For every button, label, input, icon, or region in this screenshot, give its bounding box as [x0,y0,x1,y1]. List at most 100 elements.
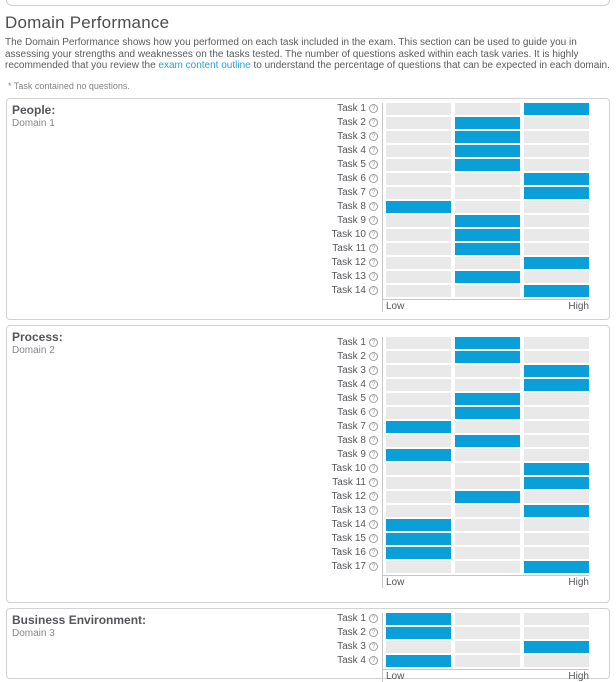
axis-labels: Low High [383,298,589,312]
bar-segment-mid-active [455,116,520,129]
help-icon[interactable]: ? [369,272,378,281]
bar-segment-low [386,336,451,349]
exam-content-outline-link[interactable]: exam content outline [158,60,251,71]
help-icon[interactable]: ? [369,408,378,417]
task-label-row: Task 10? [328,463,382,475]
task-label-row: Task 11? [328,243,382,255]
task-label: Task 4 [337,144,366,156]
bar-segment-low-active [386,546,451,559]
bar-segment-high [524,130,589,143]
task-label: Task 14 [331,284,366,296]
help-icon[interactable]: ? [369,436,378,445]
domain-subtitle: Domain 3 [12,627,55,639]
help-icon[interactable]: ? [369,174,378,183]
help-icon[interactable]: ? [369,394,378,403]
help-icon[interactable]: ? [369,352,378,361]
bar-segment-high-active [524,186,589,199]
help-icon[interactable]: ? [369,478,378,487]
help-icon[interactable]: ? [369,160,378,169]
task-label-row: Task 14? [328,285,382,297]
task-label-row: Task 8? [328,435,382,447]
task-score-bar [383,144,589,157]
help-icon[interactable]: ? [369,422,378,431]
help-icon[interactable]: ? [369,118,378,127]
task-label-row: Task 5? [328,159,382,171]
bar-segment-mid-active [455,490,520,503]
task-score-bar [383,350,589,363]
bar-segment-mid-active [455,158,520,171]
task-label: Task 3 [337,130,366,142]
help-icon[interactable]: ? [369,286,378,295]
task-score-bar [383,284,589,297]
help-icon[interactable]: ? [369,656,378,665]
help-icon[interactable]: ? [369,506,378,515]
bar-segment-low [386,490,451,503]
help-icon[interactable]: ? [369,230,378,239]
bar-segment-high [524,228,589,241]
bar-segment-high [524,144,589,157]
task-score-bar [383,406,589,419]
task-labels-column: Task 1? Task 2? Task 3? Task 4? [328,613,382,682]
task-labels-column: Task 1? Task 2? Task 3? Task 4? Task 5? Task … [328,103,382,312]
help-icon[interactable]: ? [369,216,378,225]
task-score-bar [383,242,589,255]
help-icon[interactable]: ? [369,188,378,197]
help-icon[interactable]: ? [369,520,378,529]
task-score-bar [383,270,589,283]
task-label: Task 15 [331,532,366,544]
task-score-bar [383,490,589,503]
help-icon[interactable]: ? [369,104,378,113]
task-label: Task 4 [337,378,366,390]
help-icon[interactable]: ? [369,548,378,557]
domain-name: Business Environment: [12,612,147,627]
help-icon[interactable]: ? [369,562,378,571]
task-bars-plot: Low High [382,102,589,312]
task-score-bar [383,462,589,475]
task-label-row: Task 10? [328,229,382,241]
help-icon[interactable]: ? [369,450,378,459]
task-performance-chart: Task 1? Task 2? Task 3? Task 4? Task 5? Task … [328,102,589,312]
task-label: Task 2 [337,350,366,362]
help-icon[interactable]: ? [369,146,378,155]
bar-segment-mid-active [455,336,520,349]
axis-high-label: High [568,576,589,588]
bar-segment-high-active [524,378,589,391]
task-label: Task 10 [331,462,366,474]
bar-segment-low [386,172,451,185]
axis-high-label: High [568,670,589,682]
bar-segment-low [386,256,451,269]
help-icon[interactable]: ? [369,132,378,141]
help-icon[interactable]: ? [369,614,378,623]
bar-segment-low [386,350,451,363]
bar-segment-low [386,214,451,227]
bar-segment-mid [455,200,520,213]
bar-segment-high-active [524,560,589,573]
help-icon[interactable]: ? [369,244,378,253]
domain-subtitle: Domain 2 [12,344,55,356]
bar-segment-mid [455,448,520,461]
task-label-row: Task 8? [328,201,382,213]
help-icon[interactable]: ? [369,338,378,347]
task-label-row: Task 12? [328,257,382,269]
bar-segment-low-active [386,532,451,545]
task-label: Task 1 [337,336,366,348]
task-label: Task 3 [337,364,366,376]
task-label-row: Task 15? [328,533,382,545]
help-icon[interactable]: ? [369,464,378,473]
task-label-row: Task 12? [328,491,382,503]
domain-panels: People: Domain 1 Task 1? Task 2? Task 3? Task… [0,97,616,682]
help-icon[interactable]: ? [369,202,378,211]
task-label: Task 16 [331,546,366,558]
help-icon[interactable]: ? [369,642,378,651]
bar-segment-mid [455,378,520,391]
help-icon[interactable]: ? [369,534,378,543]
help-icon[interactable]: ? [369,258,378,267]
task-label-row: Task 3? [328,131,382,143]
help-icon[interactable]: ? [369,492,378,501]
help-icon[interactable]: ? [369,628,378,637]
help-icon[interactable]: ? [369,366,378,375]
bar-segment-low-active [386,612,451,625]
bar-segment-low-active [386,654,451,667]
task-label: Task 2 [337,626,366,638]
help-icon[interactable]: ? [369,380,378,389]
